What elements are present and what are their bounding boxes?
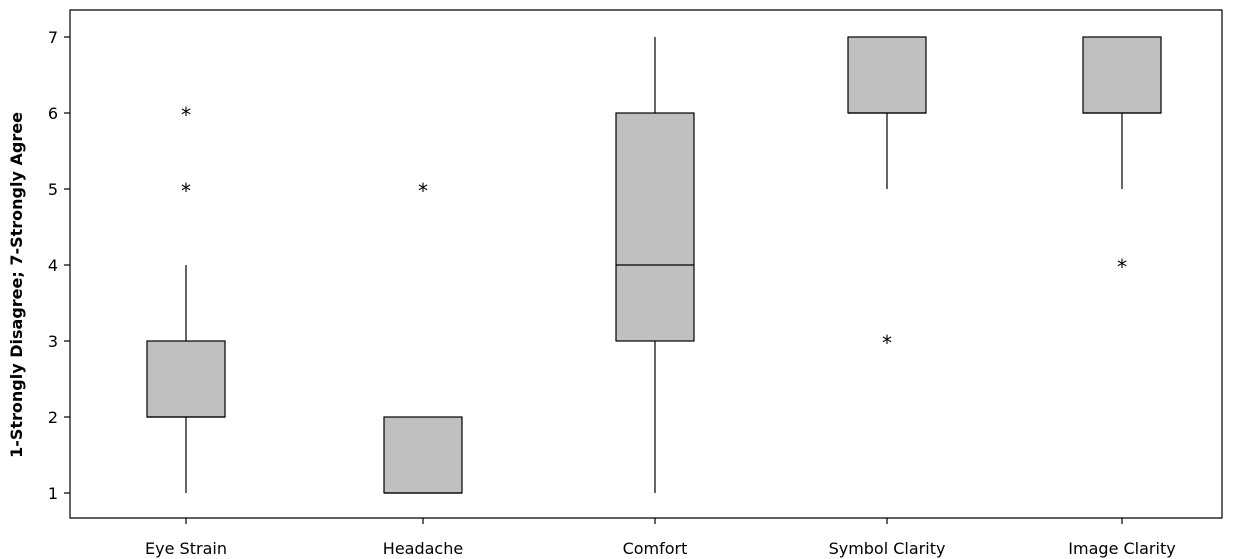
outlier-point: * bbox=[181, 179, 191, 203]
iqr-box bbox=[847, 36, 927, 114]
x-tick-label: Image Clarity bbox=[1068, 539, 1175, 558]
plot-frame bbox=[69, 9, 1223, 519]
iqr-box bbox=[383, 416, 463, 494]
outlier-point: * bbox=[1117, 255, 1127, 279]
box-group-image-clarity: * bbox=[1082, 36, 1162, 279]
outlier-point: * bbox=[882, 331, 892, 355]
y-tick-label: 1 bbox=[48, 484, 58, 503]
boxes: ***** bbox=[146, 36, 1162, 494]
y-axis-title: 1-Strongly Disagree; 7-Strongly Agree bbox=[7, 112, 26, 458]
y-tick-label: 7 bbox=[48, 28, 58, 47]
y-tick-label: 5 bbox=[48, 180, 58, 199]
x-tick-label: Eye Strain bbox=[145, 539, 227, 558]
y-axis: 1 2 3 4 5 6 7 bbox=[48, 28, 70, 503]
x-tick-label: Comfort bbox=[623, 539, 688, 558]
box-group-symbol-clarity: * bbox=[847, 36, 927, 355]
box-group-comfort bbox=[615, 37, 695, 493]
iqr-box bbox=[1082, 36, 1162, 114]
box-group-eye-strain: ** bbox=[146, 103, 226, 493]
x-tick-label: Headache bbox=[383, 539, 463, 558]
x-tick-label: Symbol Clarity bbox=[829, 539, 946, 558]
y-tick-label: 4 bbox=[48, 256, 58, 275]
y-tick-label: 3 bbox=[48, 332, 58, 351]
box-group-headache: * bbox=[383, 179, 463, 494]
iqr-box bbox=[615, 112, 695, 342]
plot-border bbox=[69, 9, 1223, 519]
y-tick-label: 6 bbox=[48, 104, 58, 123]
iqr-box bbox=[146, 340, 226, 418]
outlier-point: * bbox=[181, 103, 191, 127]
x-axis: Eye Strain Headache Comfort Symbol Clarity I… bbox=[145, 518, 1176, 558]
outlier-point: * bbox=[418, 179, 428, 203]
y-tick-label: 2 bbox=[48, 408, 58, 427]
